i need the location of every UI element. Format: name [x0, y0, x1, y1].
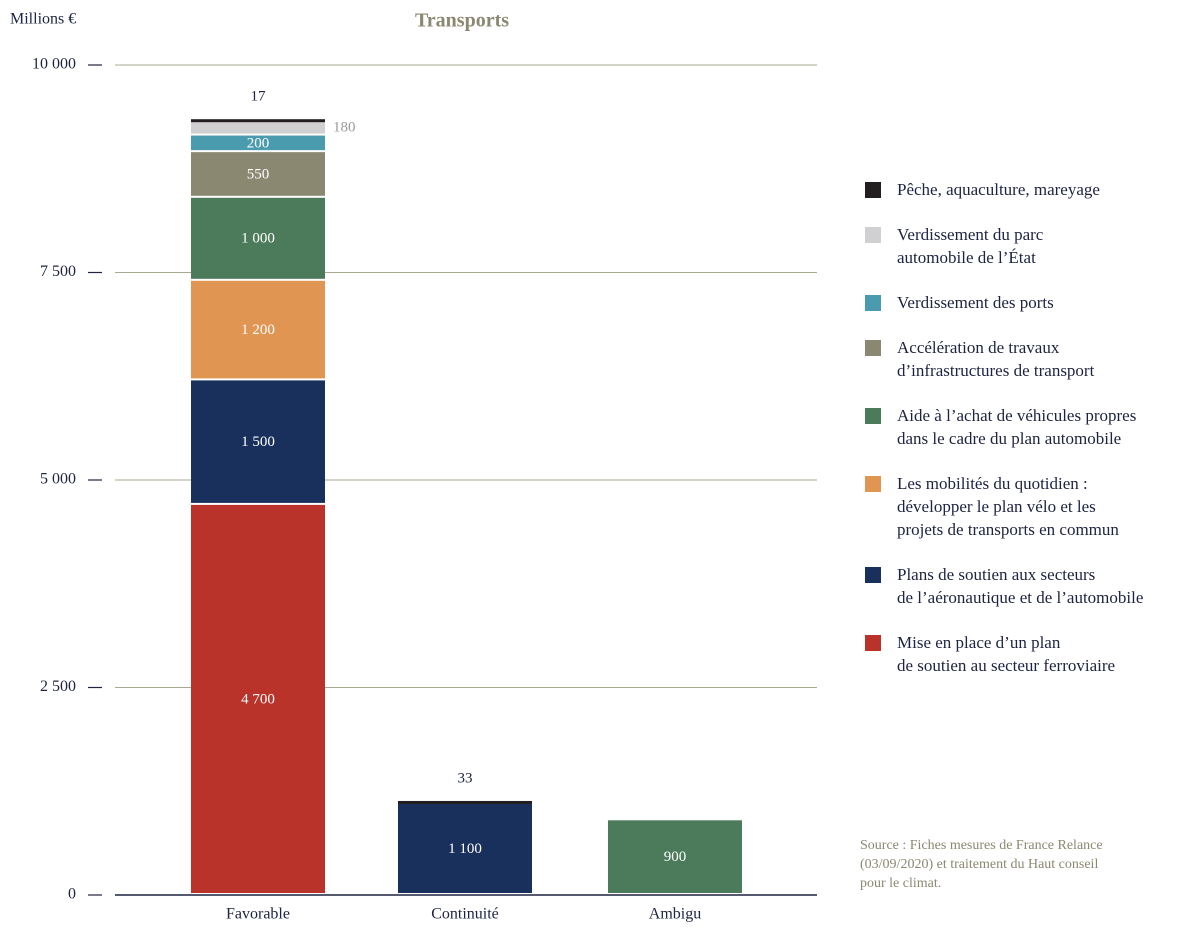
legend-swatch: [865, 227, 881, 243]
bar-segment: [191, 120, 325, 134]
chart-title: Transports: [415, 10, 509, 32]
x-tick-label: Favorable: [226, 906, 290, 923]
legend-entry: Les mobilités du quotidien : développer …: [865, 472, 1143, 541]
value-label: 1 000: [241, 231, 275, 247]
value-label: 33: [458, 770, 473, 786]
legend-label: Verdissement du parc automobile de l’Éta…: [897, 225, 1044, 267]
legend-swatch: [865, 182, 881, 198]
y-tick-label: 10 000: [32, 56, 76, 73]
legend-entry: Accélération de travaux d’infrastructure…: [865, 336, 1143, 382]
bar-segment: [398, 800, 532, 804]
value-label: 17: [251, 89, 267, 105]
y-tick-label: 5 000: [40, 471, 76, 488]
value-label: 180: [333, 120, 356, 136]
bar-segment: [398, 803, 532, 893]
value-label: 900: [664, 849, 687, 865]
legend-label: Les mobilités du quotidien : développer …: [897, 474, 1119, 539]
bar-segment: [191, 135, 325, 151]
legend-label: Aide à l’achat de véhicules propres dans…: [897, 406, 1137, 448]
value-label: 1 100: [448, 841, 482, 857]
y-axis-label: Millions €: [10, 11, 76, 28]
bar-segment: [191, 280, 325, 379]
legend-swatch: [865, 408, 881, 424]
legend: Pêche, aquaculture, mareyage Verdissement…: [865, 178, 1143, 677]
value-label: 1 500: [241, 434, 275, 450]
y-tick-label: 0: [68, 886, 76, 903]
y-tick-label: 2 500: [40, 678, 76, 695]
legend-label: Accélération de travaux d’infrastructure…: [897, 338, 1095, 380]
bar-segment: [191, 380, 325, 503]
legend-swatch: [865, 635, 881, 651]
legend-entry: Plans de soutien aux secteurs de l’aéron…: [865, 563, 1143, 609]
legend-label: Pêche, aquaculture, mareyage: [897, 180, 1100, 199]
legend-label: Verdissement des ports: [897, 293, 1054, 312]
legend-swatch: [865, 476, 881, 492]
value-label: 550: [247, 166, 270, 182]
legend-swatch: [865, 295, 881, 311]
bar-segment: [191, 504, 325, 893]
bar-segment: [191, 119, 325, 123]
legend-label: Plans de soutien aux secteurs de l’aéron…: [897, 565, 1144, 607]
legend-entry: Aide à l’achat de véhicules propres dans…: [865, 404, 1143, 450]
source-note: Source : Fiches mesures de France Relanc…: [860, 838, 1103, 891]
legend-label: Mise en place d’un plan de soutien au se…: [897, 633, 1116, 675]
legend-entry: Mise en place d’un plan de soutien au se…: [865, 631, 1143, 677]
bar-segment: [608, 820, 742, 893]
legend-entry: Pêche, aquaculture, mareyage: [865, 178, 1143, 201]
x-tick-label: Continuité: [431, 906, 499, 923]
value-label: 200: [247, 135, 270, 151]
y-tick-label: 7 500: [40, 263, 76, 280]
legend-swatch: [865, 340, 881, 356]
legend-entry: Verdissement des ports: [865, 291, 1143, 314]
legend-swatch: [865, 567, 881, 583]
bar-segment: [191, 197, 325, 279]
value-label: 1 200: [241, 322, 275, 338]
bar-segment: [191, 152, 325, 196]
value-label: 4 700: [241, 691, 275, 707]
x-tick-label: Ambigu: [649, 906, 701, 923]
legend-entry: Verdissement du parc automobile de l’Éta…: [865, 223, 1143, 269]
